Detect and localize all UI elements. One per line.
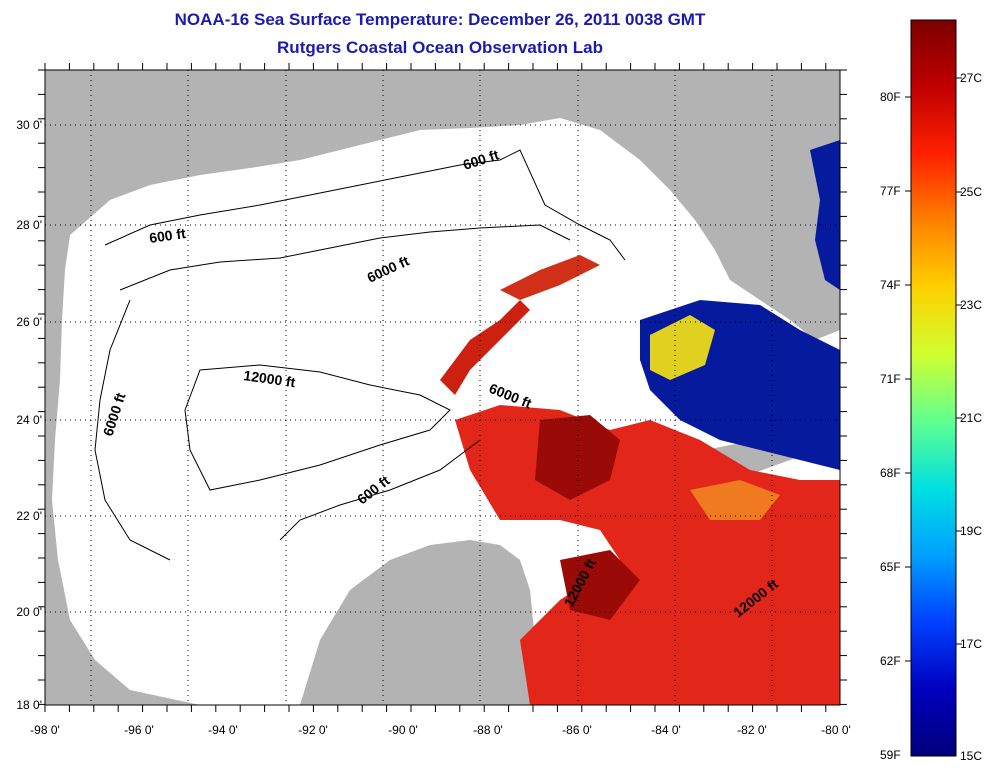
contour-12000ft xyxy=(184,364,451,491)
colorbar-f-label: 62F xyxy=(880,654,901,668)
lon-label: -86 0' xyxy=(562,723,592,737)
lon-label: -98 0' xyxy=(30,723,60,737)
axis-ticks xyxy=(38,63,847,712)
lon-label: -82 0' xyxy=(737,723,767,737)
lon-label: -90 0' xyxy=(388,723,418,737)
map-subtitle: Rutgers Coastal Ocean Observation Lab xyxy=(277,38,603,57)
colorbar-f-label: 74F xyxy=(880,278,901,292)
yucatan-land xyxy=(300,540,540,705)
lat-label: 22 0' xyxy=(16,509,42,523)
lon-label: -84 0' xyxy=(651,723,681,737)
colorbar-c-label: 15C xyxy=(960,749,983,763)
contour-6000ft xyxy=(119,224,571,291)
contour-600ft-yucatan xyxy=(279,439,481,541)
sst-red-streak-north xyxy=(500,255,600,300)
colorbar-c-label: 25C xyxy=(960,185,983,199)
map-title: NOAA-16 Sea Surface Temperature: Decembe… xyxy=(174,10,706,29)
colorbar-c-label: 17C xyxy=(960,637,983,651)
lat-label: 30 0' xyxy=(16,118,42,132)
lon-label: -80 0' xyxy=(821,723,851,737)
colorbar-c-label: 23C xyxy=(960,298,983,312)
colorbar-ticks xyxy=(905,77,962,662)
colorbar-f-label: 59F xyxy=(880,748,901,762)
florida-land xyxy=(700,70,840,300)
lon-label: -92 0' xyxy=(298,723,328,737)
lon-label: -96 0' xyxy=(124,723,154,737)
graticule xyxy=(45,70,840,705)
lat-label: 28 0' xyxy=(16,218,42,232)
colorbar-c-label: 27C xyxy=(960,71,983,85)
lat-label: 26 0' xyxy=(16,315,42,329)
lon-label: -94 0' xyxy=(208,723,238,737)
sst-orange-patch xyxy=(690,480,780,520)
sst-yellow-patch xyxy=(650,315,715,380)
colorbar-f-label: 65F xyxy=(880,560,901,574)
colorbar-f-label: 71F xyxy=(880,372,901,386)
colorbar-f-label: 68F xyxy=(880,466,901,480)
contour-600ft xyxy=(104,149,626,261)
colorbar-c-label: 21C xyxy=(960,411,983,425)
sst-cold-east xyxy=(810,140,840,290)
sst-red-streak xyxy=(440,300,530,395)
lon-label: -88 0' xyxy=(473,723,503,737)
contour-label-600ft-west: 600 ft xyxy=(148,225,187,246)
sst-hot-patch-south xyxy=(560,550,640,620)
lat-label: 20 0' xyxy=(16,605,42,619)
colorbar-f-label: 77F xyxy=(880,184,901,198)
colorbar xyxy=(910,19,957,757)
contour-6000ft-west xyxy=(94,299,171,561)
sst-hot-patch xyxy=(535,415,620,500)
contour-label-12000ft-center: 12000 ft xyxy=(243,367,297,390)
lat-label: 24 0' xyxy=(16,413,42,427)
colorbar-c-label: 19C xyxy=(960,524,983,538)
colorbar-f-label: 80F xyxy=(880,90,901,104)
lat-label: 18 0' xyxy=(16,698,42,712)
